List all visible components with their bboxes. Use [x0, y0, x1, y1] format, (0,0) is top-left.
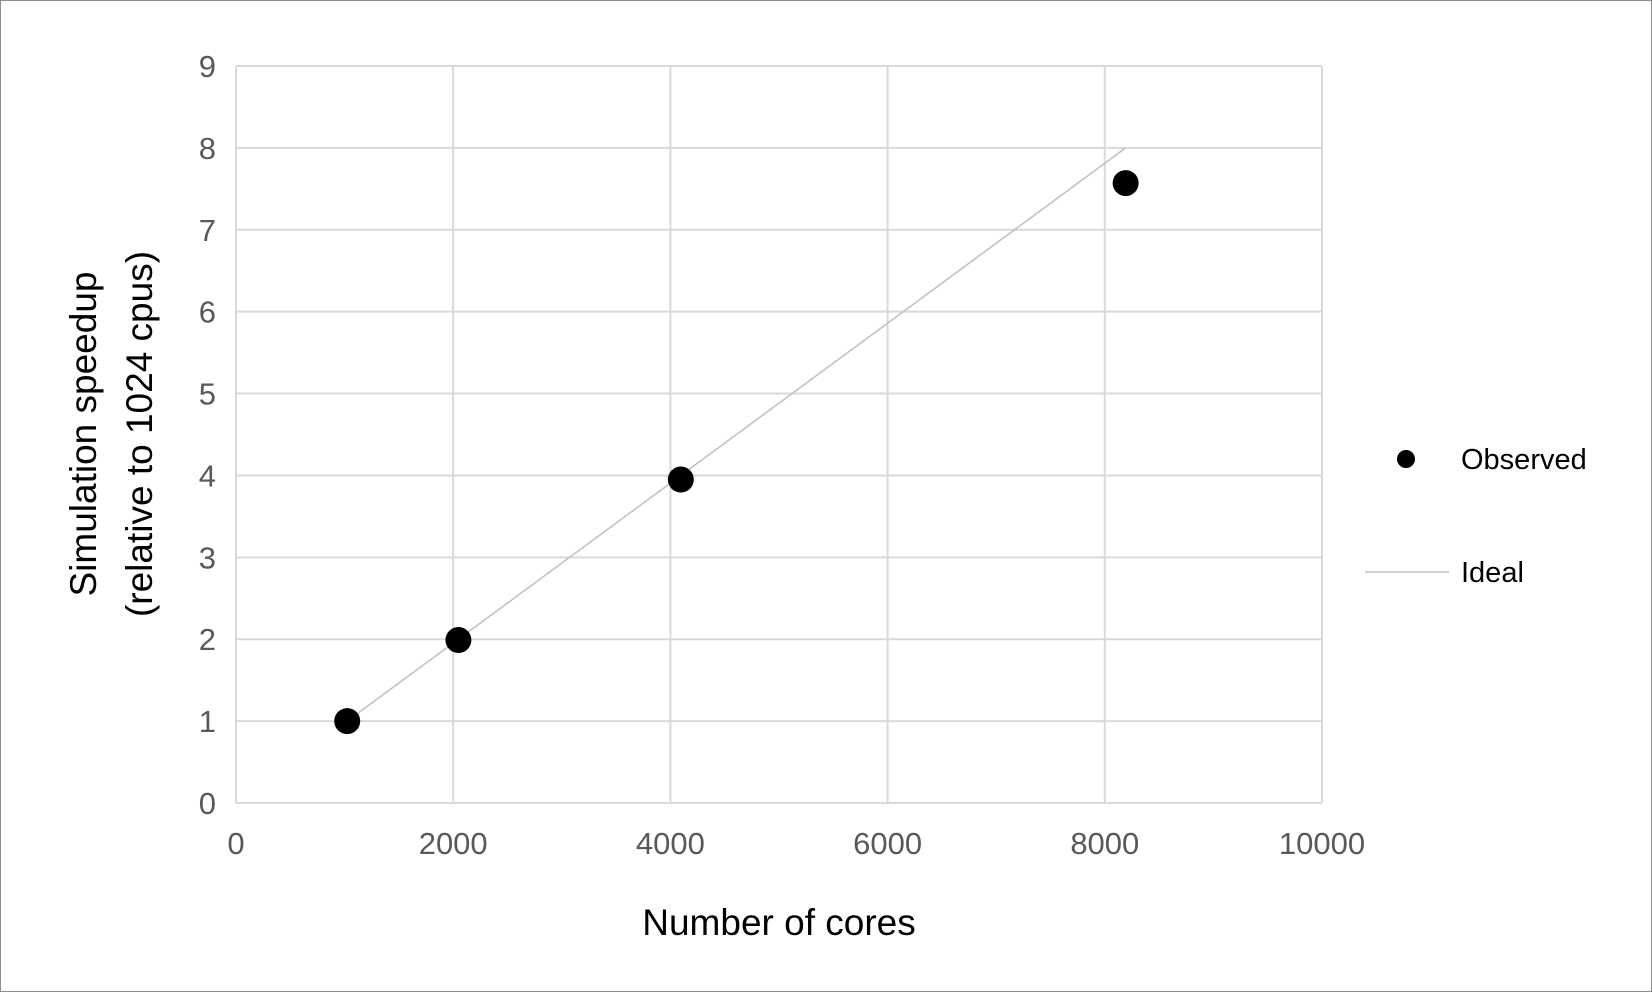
y-tick-label: 6: [199, 295, 216, 330]
legend: Observed Ideal: [1365, 444, 1587, 589]
y-tick-label: 3: [199, 540, 216, 575]
ideal-series-line: [346, 147, 1127, 722]
x-tick-label: 2000: [419, 826, 488, 861]
y-tick-label: 5: [199, 377, 216, 412]
x-tick-label: 6000: [853, 826, 922, 861]
y-tick-label: 8: [199, 131, 216, 166]
y-axis-title-line-1: Simulation speedup: [63, 272, 104, 597]
grid: [235, 65, 1323, 804]
observed-point: [667, 466, 694, 493]
observed-point: [1112, 170, 1139, 197]
y-axis-ticks: 0 1 2 3 4 5 6 7 8 9: [199, 49, 216, 821]
x-tick-label: 10000: [1279, 826, 1365, 861]
y-tick-label: 7: [199, 213, 216, 248]
y-tick-label: 2: [199, 622, 216, 657]
observed-point: [445, 627, 472, 654]
y-tick-label: 1: [199, 704, 216, 739]
y-axis-title: Simulation speedup (relative to 1024 cpu…: [63, 251, 160, 617]
legend-observed-label: Observed: [1461, 444, 1587, 476]
y-tick-label: 4: [199, 458, 216, 493]
x-axis-ticks: 0 2000 4000 6000 8000 10000: [227, 826, 1365, 861]
observed-point: [334, 708, 361, 735]
plot-area: [334, 147, 1139, 735]
legend-observed-marker: [1397, 450, 1415, 468]
x-tick-label: 0: [227, 826, 244, 861]
y-tick-label: 9: [199, 49, 216, 84]
x-tick-label: 4000: [636, 826, 705, 861]
y-axis-title-line-2: (relative to 1024 cpus): [119, 251, 160, 617]
legend-ideal-label: Ideal: [1461, 557, 1524, 589]
x-axis-title: Number of cores: [642, 902, 916, 943]
x-tick-label: 8000: [1070, 826, 1139, 861]
y-tick-label: 0: [199, 786, 216, 821]
